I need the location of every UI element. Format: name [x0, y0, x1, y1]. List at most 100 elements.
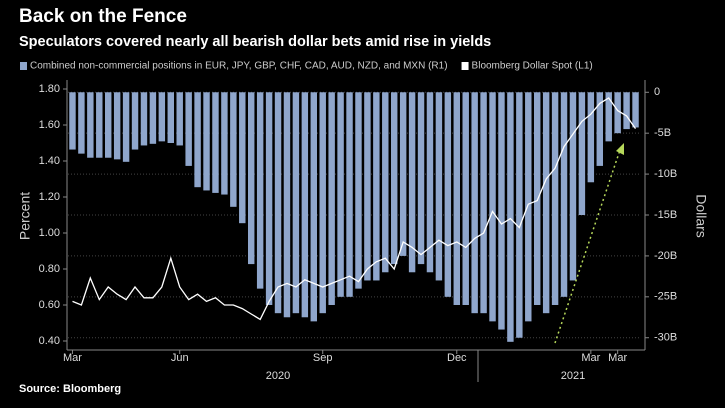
y-axis-label: Percent — [17, 192, 33, 240]
bar — [105, 92, 112, 158]
bar — [516, 92, 523, 338]
y-tick-label: 0.60 — [39, 299, 60, 311]
bar — [453, 92, 460, 305]
y-tick-label: 1.60 — [39, 119, 60, 131]
source: Source: Bloomberg — [19, 383, 121, 395]
y-tick-label: 1.00 — [39, 227, 60, 239]
legend-label: Bloomberg Dollar Spot (L1) — [472, 61, 593, 72]
bar — [435, 92, 443, 281]
bar — [328, 92, 335, 305]
legend-label: Combined non-commercial positions in EUR… — [30, 61, 448, 72]
bar — [587, 92, 595, 183]
bar — [391, 92, 398, 265]
bar — [185, 92, 192, 166]
y2-tick-label: -5B — [654, 127, 671, 139]
bar — [596, 92, 603, 166]
bar — [489, 92, 496, 322]
x-tick-label: Sep — [313, 352, 333, 364]
y2-axis-label: Dollars — [693, 194, 709, 238]
bar — [498, 92, 505, 330]
bar — [578, 92, 586, 215]
bar — [194, 92, 201, 188]
bar — [239, 92, 246, 224]
bar — [417, 92, 425, 265]
year-label: 2021 — [561, 370, 585, 382]
bar — [551, 92, 559, 305]
bar — [301, 92, 309, 318]
x-tick-label: Jun — [171, 352, 189, 364]
bar — [355, 92, 362, 289]
bar — [292, 92, 300, 314]
bar — [605, 92, 612, 142]
bar — [337, 92, 344, 297]
y2-tick-label: 0 — [654, 86, 660, 98]
year-label: 2020 — [266, 370, 290, 382]
bar — [525, 92, 532, 322]
x-tick-label: Mar — [63, 352, 82, 364]
bar — [462, 92, 469, 305]
bar — [248, 92, 255, 265]
bar — [176, 92, 183, 146]
bar — [632, 92, 639, 128]
chart-subtitle: Speculators covered nearly all bearish d… — [19, 34, 491, 50]
y2-tick-label: -10B — [654, 168, 677, 180]
bar — [569, 92, 577, 281]
x-tick-label: Mar — [608, 352, 627, 364]
bar — [560, 92, 568, 297]
bar — [542, 92, 550, 314]
bar — [408, 92, 416, 273]
bar — [426, 92, 434, 273]
bar — [212, 92, 219, 193]
x-tick-label: Dec — [447, 352, 467, 364]
legend-swatch — [20, 62, 27, 70]
y-tick-label: 1.20 — [39, 191, 60, 203]
bar — [230, 92, 237, 207]
bar — [283, 92, 291, 318]
bar — [131, 92, 139, 150]
y2-tick-label: -15B — [654, 209, 677, 221]
y-tick-label: 1.80 — [39, 83, 60, 95]
bar — [364, 92, 371, 281]
y-tick-label: 0.40 — [39, 335, 60, 347]
bar — [471, 92, 478, 314]
bar — [122, 92, 130, 162]
bar — [256, 92, 264, 289]
bar — [265, 92, 273, 305]
bar — [203, 92, 210, 191]
bar — [373, 92, 380, 281]
legend-swatch — [461, 62, 469, 70]
bar — [149, 92, 157, 144]
bar — [507, 92, 514, 342]
bar — [87, 92, 94, 158]
chart-title: Back on the Fence — [19, 6, 187, 27]
bar — [96, 92, 103, 158]
bar — [310, 92, 317, 322]
bar — [623, 92, 630, 130]
bar — [534, 92, 541, 305]
y-tick-label: 0.80 — [39, 263, 60, 275]
y2-tick-label: -25B — [654, 291, 677, 303]
trend-arrow-head — [616, 143, 624, 155]
bar — [158, 92, 166, 142]
bar — [113, 92, 121, 160]
bar — [444, 92, 452, 297]
y2-tick-label: -20B — [654, 250, 677, 262]
bar — [78, 92, 85, 154]
bar — [614, 92, 621, 134]
plot-area — [68, 91, 640, 342]
line — [72, 97, 637, 321]
bar — [274, 92, 282, 314]
bar — [319, 92, 326, 314]
bar — [382, 92, 389, 273]
x-tick-label: Mar — [581, 352, 600, 364]
y2-tick-label: -30B — [654, 332, 677, 344]
y-tick-label: 1.40 — [39, 155, 60, 167]
bar — [399, 92, 407, 256]
bar — [167, 92, 174, 143]
bar — [346, 92, 353, 297]
bar — [69, 92, 76, 150]
bar — [480, 92, 487, 314]
bar — [221, 92, 228, 195]
trend-arrow — [554, 149, 621, 344]
